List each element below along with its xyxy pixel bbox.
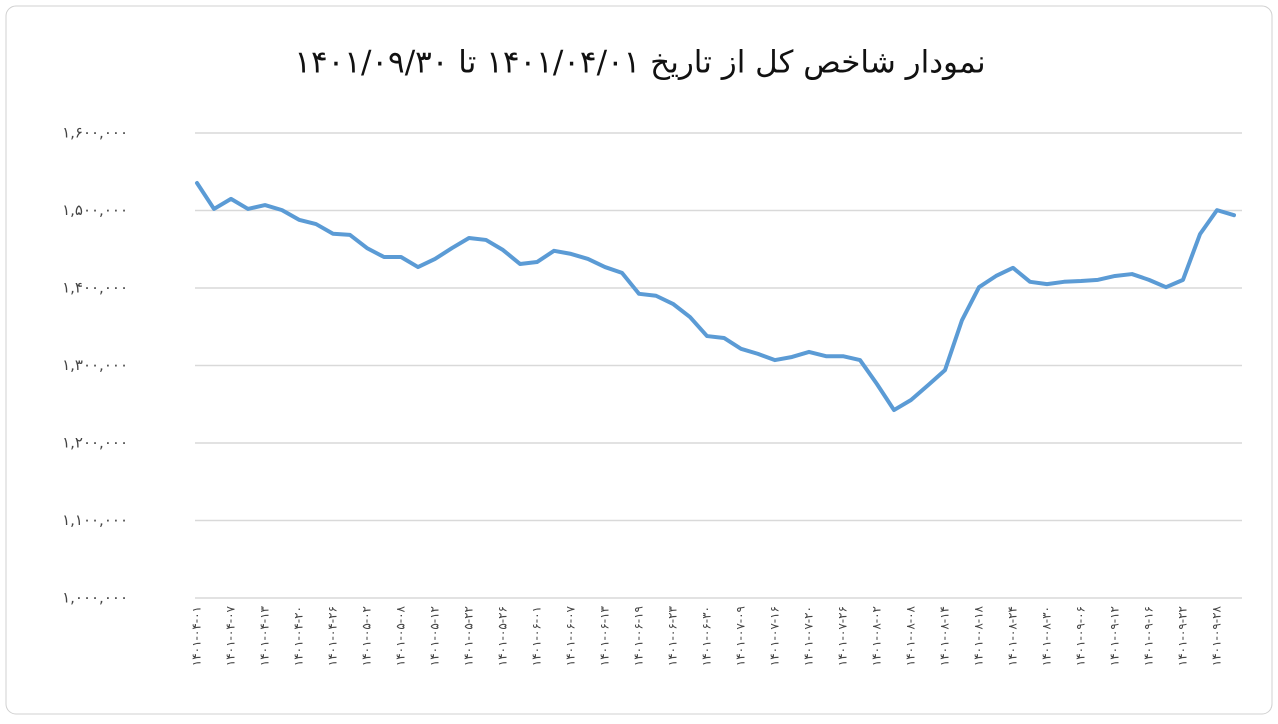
x-tick-label: ۱۴۰۱-۰۸-۲۴ [1006, 606, 1020, 666]
x-tick-label: ۱۴۰۱-۰۹-۱۲ [1108, 606, 1122, 666]
x-tick-label: ۱۴۰۱-۰۹-۰۶ [1074, 606, 1088, 666]
x-tick-label: ۱۴۰۱-۰۹-۲۲ [1176, 606, 1190, 666]
x-tick-label: ۱۴۰۱-۰۸-۳۰ [1040, 606, 1054, 666]
x-tick-label: ۱۴۰۱-۰۸-۰۸ [904, 605, 918, 666]
x-tick-label: ۱۴۰۱-۰۴-۲۶ [326, 606, 340, 666]
x-tick-label: ۱۴۰۱-۰۷-۰۹ [734, 606, 748, 666]
x-tick-label: ۱۴۰۱-۰۶-۰۷ [564, 605, 578, 666]
y-tick-label: ۱,۲۰۰,۰۰۰ [62, 434, 128, 452]
chart-frame [5, 5, 1273, 715]
x-tick-label: ۱۴۰۱-۰۵-۰۸ [394, 605, 408, 666]
data-line [195, 180, 1236, 413]
x-tick-label: ۱۴۰۱-۰۵-۲۲ [462, 606, 476, 666]
y-tick-label: ۱,۵۰۰,۰۰۰ [62, 201, 128, 219]
x-tick-label: ۱۴۰۱-۰۴-۰۱ [190, 606, 204, 666]
x-tick-label: ۱۴۰۱-۰۷-۱۶ [768, 606, 782, 666]
x-tick-label: ۱۴۰۱-۰۶-۱۳ [598, 605, 612, 666]
chart-title: نمودار شاخص کل از تاریخ ۱۴۰۱/۰۴/۰۱ تا ۱۴… [294, 45, 985, 81]
x-tick-label: ۱۴۰۱-۰۷-۲۰ [802, 606, 816, 666]
y-tick-label: ۱,۳۰۰,۰۰۰ [62, 356, 128, 374]
x-tick-label: ۱۴۰۱-۰۸-۱۴ [938, 606, 952, 666]
x-tick-label: ۱۴۰۱-۰۵-۲۶ [496, 606, 510, 666]
x-tick-label: ۱۴۰۱-۰۶-۲۳ [666, 605, 680, 666]
x-tick-label: ۱۴۰۱-۰۴-۰۷ [224, 605, 238, 666]
x-tick-label: ۱۴۰۱-۰۴-۲۰ [292, 606, 306, 666]
x-tick-label: ۱۴۰۱-۰۶-۳۰ [700, 606, 714, 666]
x-tick-label: ۱۴۰۱-۰۴-۱۳ [258, 605, 272, 666]
x-tick-label: ۱۴۰۱-۰۸-۱۸ [972, 605, 986, 666]
x-tick-label: ۱۴۰۱-۰۶-۱۹ [632, 606, 646, 666]
x-tick-label: ۱۴۰۱-۰۸-۰۲ [870, 606, 884, 666]
x-tick-label: ۱۴۰۱-۰۷-۲۶ [836, 606, 850, 666]
x-tick-label: ۱۴۰۱-۰۵-۱۲ [428, 606, 442, 666]
y-tick-label: ۱,۱۰۰,۰۰۰ [62, 511, 128, 529]
x-tick-label: ۱۴۰۱-۰۹-۲۸ [1210, 605, 1224, 666]
y-tick-label: ۱,۶۰۰,۰۰۰ [62, 124, 128, 142]
x-tick-label: ۱۴۰۱-۰۶-۰۱ [530, 606, 544, 666]
y-tick-label: ۱,۴۰۰,۰۰۰ [62, 279, 128, 297]
x-tick-label: ۱۴۰۱-۰۵-۰۲ [360, 606, 374, 666]
x-tick-label: ۱۴۰۱-۰۹-۱۶ [1142, 606, 1156, 666]
y-tick-label: ۱,۰۰۰,۰۰۰ [62, 589, 128, 607]
